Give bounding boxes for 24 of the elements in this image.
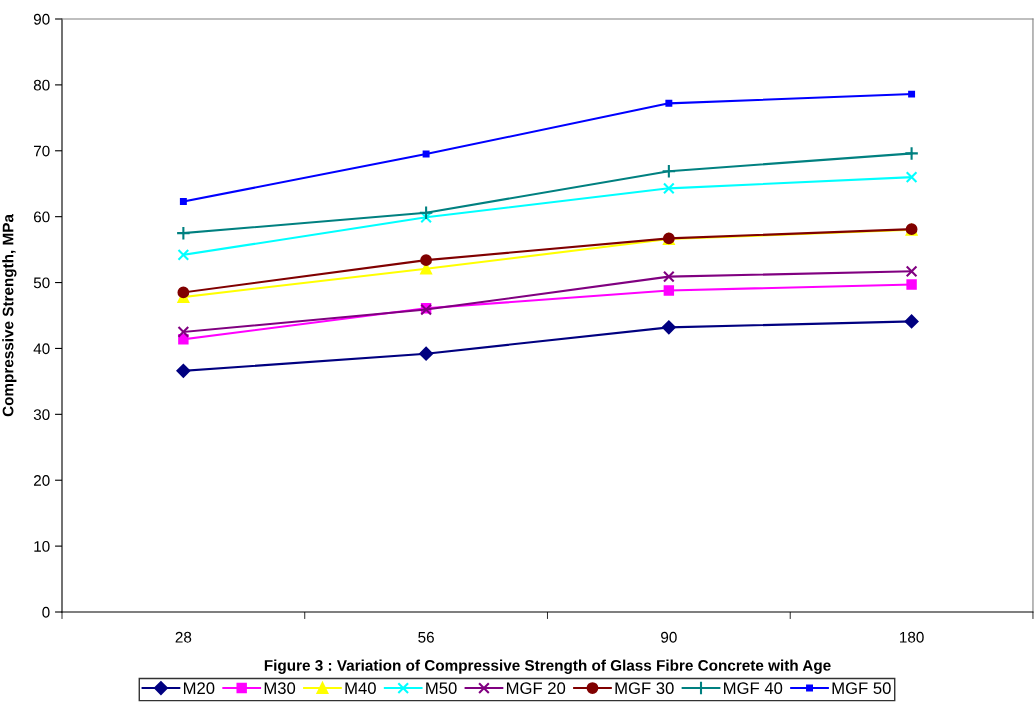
y-tick-label: 10: [34, 540, 50, 552]
y-tick-label: 80: [33, 79, 50, 91]
legend-label: M40: [345, 682, 376, 695]
legend-label: M30: [264, 682, 296, 695]
x-tick-label: 180: [900, 631, 924, 643]
y-tick-label: 30: [33, 409, 50, 421]
legend-label: MGF 30: [615, 682, 674, 695]
y-tick-label: 0: [42, 606, 50, 618]
y-tick-label: 90: [33, 13, 50, 25]
x-tick-label: 90: [661, 631, 677, 643]
y-tick-label: 60: [33, 211, 50, 223]
legend-label: MGF 50: [832, 682, 891, 695]
legend-label: M20: [183, 682, 215, 695]
legend-label: M50: [426, 682, 457, 695]
y-tick-label: 40: [33, 343, 50, 355]
x-axis-title: Figure 3 : Variation of Compressive Strength of Glass Fibre Concrete with Age: [264, 659, 831, 674]
legend-label: MGF 40: [724, 682, 783, 695]
legend-label: MGF 20: [506, 682, 566, 695]
y-tick-label: 50: [33, 277, 50, 289]
y-tick-label: 20: [33, 475, 50, 486]
x-tick-label: 56: [418, 631, 434, 643]
y-tick-label: 70: [33, 145, 50, 157]
y-axis-title: Compressive Strength, MPa: [2, 213, 17, 417]
x-tick-label: 28: [175, 631, 192, 643]
